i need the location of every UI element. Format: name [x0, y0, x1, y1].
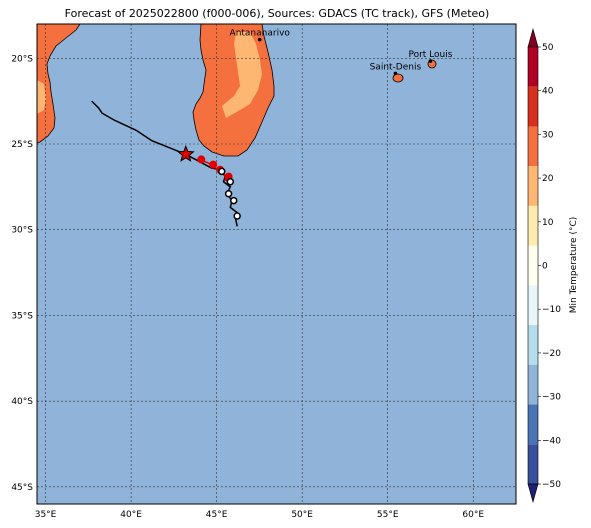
track-red-marker [209, 160, 218, 169]
colorbar-tick-label: −30 [542, 393, 561, 403]
colorbar-tick-label: 40 [542, 87, 554, 97]
colorbar-tick-label: −10 [542, 305, 561, 315]
track-history-line [91, 100, 187, 155]
colorbar-extend-bottom [527, 483, 539, 504]
colorbar-label: Min Temperature (°C) [569, 217, 579, 314]
longitude-ticks: 35°E 40°E 45°E 50°E 55°E 60°E [35, 510, 485, 520]
lon-tick-label: 45°E [206, 510, 228, 520]
colorbar-tick-label: 10 [542, 218, 554, 228]
cyclone-track [91, 100, 241, 227]
city-labels: Antananarivo Saint-Denis Port Louis [230, 29, 453, 76]
city-dot [393, 71, 398, 76]
colorbar-tick-label: 0 [542, 262, 548, 272]
lat-tick-label: 25°S [11, 140, 33, 150]
map-frame [36, 23, 517, 505]
colorbar-segment [528, 245, 538, 286]
madagascar-highlands [222, 32, 262, 118]
colorbar-segment [528, 404, 538, 445]
reunion-island [392, 73, 404, 83]
colorbar-segment [528, 205, 538, 246]
track-black-marker [233, 212, 241, 220]
colorbar-segment [528, 47, 538, 87]
ocean-area [37, 24, 516, 504]
colorbar-segment [528, 325, 538, 365]
lon-tick-label: 55°E [377, 510, 399, 520]
map-title: Forecast of 2025022800 (f000-006), Sourc… [65, 7, 490, 20]
colorbar-segment [528, 126, 538, 167]
lon-tick-label: 40°E [120, 510, 142, 520]
track-red-marker [197, 155, 206, 164]
colorbar-segment [528, 166, 538, 206]
lat-tick-label: 20°S [11, 54, 33, 64]
city-dot [257, 37, 262, 42]
track-black-marker [226, 177, 235, 186]
colorbar-tick-label: 30 [542, 130, 554, 140]
city-label: Antananarivo [230, 29, 291, 39]
track-black-marker [229, 196, 238, 205]
latitude-ticks: 20°S 25°S 30°S 35°S 40°S 45°S [11, 54, 33, 493]
lon-tick-label: 35°E [35, 510, 57, 520]
colorbar-segment [528, 285, 538, 326]
map-panel: Antananarivo Saint-Denis Port Louis [36, 23, 517, 505]
colorbar-segment [528, 364, 538, 405]
lon-tick-label: 50°E [291, 510, 313, 520]
colorbar-tick-label: 50 [542, 43, 554, 53]
city-label: Saint-Denis [370, 62, 422, 72]
current-position-star [176, 144, 195, 162]
lon-tick-label: 60°E [462, 510, 484, 520]
africa-inland-warm [37, 80, 46, 114]
colorbar-segment [528, 86, 538, 127]
city-label: Port Louis [408, 50, 452, 60]
colorbar-tick-label: 20 [542, 174, 554, 184]
lat-tick-label: 40°S [11, 397, 33, 407]
lat-tick-label: 45°S [11, 483, 33, 493]
track-black-marker [224, 189, 233, 198]
colorbar-tick-label: −40 [542, 436, 561, 446]
city-dot [428, 59, 433, 63]
colorbar-segment [528, 444, 538, 484]
colorbar-tick-label: −20 [542, 349, 561, 359]
lat-tick-label: 30°S [11, 226, 33, 236]
lat-tick-label: 35°S [11, 311, 33, 321]
gridlines [37, 24, 516, 504]
colorbar-extend-top [527, 27, 539, 48]
track-black-marker [218, 167, 226, 176]
colorbar: 50 40 30 20 10 0 −10 −20 −30 −40 −50 [527, 27, 561, 504]
colorbar-tick-label: −50 [542, 480, 561, 490]
